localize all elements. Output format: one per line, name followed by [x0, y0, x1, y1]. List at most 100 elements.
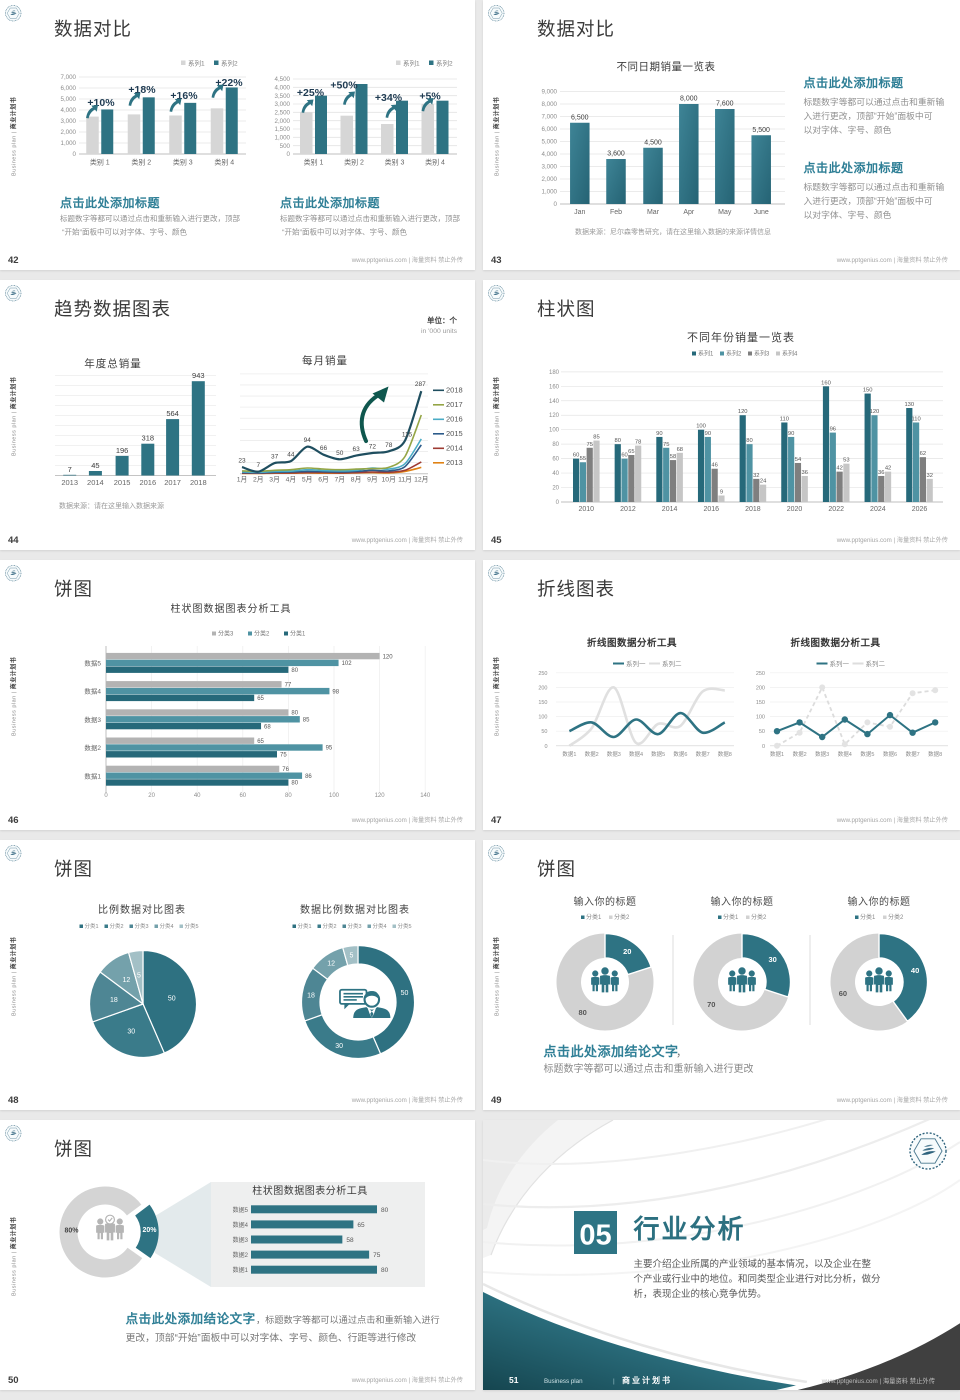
- svg-text:系列1: 系列1: [188, 59, 205, 68]
- svg-text:系列1: 系列1: [403, 59, 420, 68]
- svg-text:输入你的标题: 输入你的标题: [848, 895, 911, 908]
- svg-text:趋势数据图表: 趋势数据图表: [54, 299, 171, 320]
- svg-text:标题数字等都可以通过点击和重新输: 标题数字等都可以通过点击和重新输: [804, 96, 945, 107]
- svg-text:5,500: 5,500: [752, 127, 770, 134]
- svg-text:+5%: +5%: [419, 91, 441, 103]
- svg-text:Business plan | 商业计划书: Business plan | 商业计划书: [493, 937, 501, 1016]
- svg-text:6,500: 6,500: [571, 114, 589, 121]
- svg-text:9,000: 9,000: [542, 89, 558, 96]
- svg-text:72: 72: [369, 444, 377, 451]
- svg-text:30: 30: [335, 1043, 343, 1050]
- svg-text:Business plan | 商业计划书: Business plan | 商业计划书: [10, 937, 18, 1016]
- svg-text:+10%: +10%: [87, 97, 115, 109]
- svg-text:Jan: Jan: [574, 209, 585, 216]
- svg-text:24: 24: [760, 479, 767, 485]
- svg-text:60: 60: [621, 453, 627, 459]
- svg-text:80: 80: [381, 1267, 389, 1274]
- svg-text:数据1: 数据1: [770, 750, 784, 758]
- svg-text:77: 77: [285, 683, 292, 689]
- svg-text:Business plan: Business plan: [544, 1378, 583, 1385]
- svg-text:80: 80: [746, 438, 752, 444]
- svg-text:75: 75: [586, 442, 592, 448]
- svg-text:数据3: 数据3: [233, 1236, 249, 1244]
- svg-text:2014: 2014: [446, 444, 463, 453]
- svg-text:in '000 units: in '000 units: [421, 328, 458, 335]
- svg-text:50: 50: [8, 1375, 19, 1386]
- svg-text:数据4: 数据4: [629, 750, 643, 758]
- svg-text:数据对比: 数据对比: [54, 19, 132, 40]
- svg-text:65: 65: [357, 1222, 365, 1229]
- svg-text:May: May: [718, 209, 732, 216]
- svg-text:250: 250: [538, 671, 547, 677]
- svg-text:20: 20: [552, 486, 559, 492]
- svg-text:比例数据对比图表: 比例数据对比图表: [98, 903, 186, 916]
- svg-text:12月: 12月: [414, 476, 428, 484]
- svg-text:2月: 2月: [253, 476, 264, 484]
- svg-text:数据6: 数据6: [883, 750, 897, 758]
- svg-text:0: 0: [73, 151, 77, 158]
- svg-text:9: 9: [720, 490, 723, 496]
- svg-text:，: ，: [676, 1047, 687, 1059]
- svg-text:折线图数据分析工具: 折线图数据分析工具: [790, 637, 880, 649]
- svg-text:180: 180: [549, 370, 560, 376]
- svg-text:6,000: 6,000: [61, 85, 77, 92]
- svg-text:110: 110: [780, 417, 789, 423]
- svg-text:500: 500: [280, 143, 291, 150]
- svg-text:80: 80: [381, 1207, 389, 1214]
- svg-text:54: 54: [795, 457, 802, 463]
- svg-text:数据8: 数据8: [928, 750, 942, 758]
- svg-text:120: 120: [738, 409, 748, 415]
- svg-text:55: 55: [580, 456, 586, 462]
- svg-text:80: 80: [579, 1008, 587, 1017]
- svg-text:36: 36: [878, 470, 884, 476]
- svg-text:www.pptgenius.com | 海量资料 禁止外传: www.pptgenius.com | 海量资料 禁止外传: [836, 256, 948, 264]
- svg-text:9月: 9月: [367, 476, 378, 484]
- svg-text:60: 60: [552, 457, 559, 463]
- svg-text:0: 0: [556, 500, 560, 506]
- svg-text:200: 200: [538, 685, 547, 691]
- svg-text:入进行更改，顶部“开始”面板中可: 入进行更改，顶部“开始”面板中可: [804, 110, 933, 121]
- svg-text:数据3: 数据3: [815, 750, 829, 758]
- svg-text:4,500: 4,500: [644, 139, 662, 146]
- svg-text:不同日期销量一览表: 不同日期销量一览表: [617, 60, 716, 73]
- svg-text:80: 80: [552, 442, 559, 448]
- svg-text:250: 250: [756, 671, 765, 677]
- svg-text:Business plan | 商业计划书: Business plan | 商业计划书: [10, 657, 18, 736]
- svg-text:标题数字等都可以通过点击和重新输入进行更改: 标题数字等都可以通过点击和重新输入进行更改: [544, 1062, 754, 1075]
- svg-text:分类2: 分类2: [254, 630, 270, 638]
- svg-text:柱状图: 柱状图: [537, 299, 596, 320]
- svg-text:0: 0: [544, 744, 547, 750]
- svg-text:2013: 2013: [61, 478, 78, 487]
- svg-text:系列二: 系列二: [662, 659, 682, 668]
- svg-text:80%: 80%: [64, 1228, 79, 1235]
- svg-text:65: 65: [257, 696, 264, 702]
- svg-text:类别 2: 类别 2: [131, 158, 151, 167]
- svg-text:系列二: 系列二: [866, 659, 886, 668]
- svg-text:7: 7: [256, 462, 260, 469]
- svg-text:个产业或行业中的地位。和同类型企业进行对比分析，做分: 个产业或行业中的地位。和同类型企业进行对比分析，做分: [634, 1273, 882, 1285]
- svg-text:数据3: 数据3: [607, 750, 621, 758]
- svg-text:2026: 2026: [912, 506, 928, 513]
- svg-text:96: 96: [830, 427, 836, 433]
- svg-text:160: 160: [549, 384, 560, 390]
- svg-text:数据4: 数据4: [84, 687, 101, 696]
- svg-text:分类2: 分类2: [888, 913, 904, 921]
- svg-text:系列2: 系列2: [726, 350, 742, 358]
- svg-text:www.pptgenius.com | 海量资料 禁止外传: www.pptgenius.com | 海量资料 禁止外传: [821, 1376, 935, 1385]
- svg-text:46: 46: [711, 463, 717, 469]
- svg-text:58: 58: [670, 454, 676, 460]
- svg-text:饼图: 饼图: [54, 579, 93, 600]
- svg-text:50: 50: [168, 996, 176, 1003]
- svg-text:45: 45: [91, 461, 99, 470]
- svg-text:3,000: 3,000: [61, 118, 77, 125]
- svg-text:数据4: 数据4: [838, 750, 852, 758]
- svg-text:主要介绍企业所属的产业领域的基本情况，以及企业在整: 主要介绍企业所属的产业领域的基本情况，以及企业在整: [634, 1258, 872, 1270]
- svg-text:+50%: +50%: [330, 80, 358, 92]
- svg-text:63: 63: [352, 446, 360, 453]
- svg-text:160: 160: [821, 380, 831, 386]
- svg-text:115: 115: [402, 432, 413, 439]
- svg-text:数据2: 数据2: [793, 750, 807, 758]
- svg-text:Feb: Feb: [610, 209, 622, 216]
- svg-text:点击此处添加结论文字: 点击此处添加结论文字: [544, 1044, 679, 1059]
- svg-text:分类1: 分类1: [860, 913, 876, 921]
